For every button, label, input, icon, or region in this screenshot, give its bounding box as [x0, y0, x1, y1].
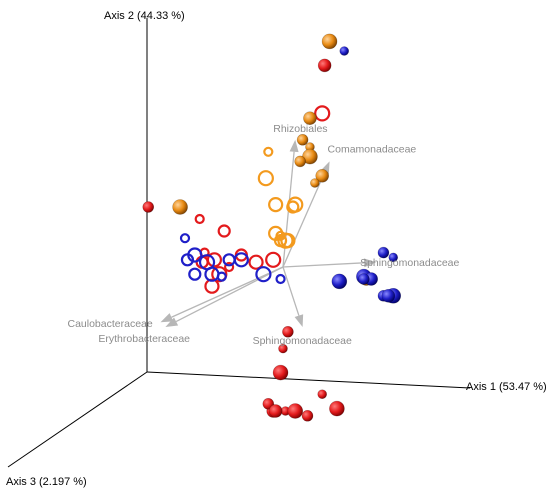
data-point-red-ring	[224, 261, 235, 273]
biplot-label: Sphingomonadaceae	[360, 257, 459, 269]
biplot-label: Erythrobacteraceae	[98, 333, 190, 345]
data-point-orange-solid	[321, 33, 338, 50]
biplot-arrow	[175, 266, 284, 323]
data-point-blue-ring	[204, 266, 220, 282]
data-point-red-ring	[314, 105, 331, 122]
data-point-blue-solid	[388, 252, 399, 263]
data-point-red-solid	[317, 389, 328, 400]
data-point-blue-solid	[381, 288, 396, 303]
data-point-red-ring	[217, 224, 231, 238]
data-point-red-solid	[282, 325, 294, 338]
data-point-red-ring	[206, 252, 222, 268]
biplot-label: Rhizobiales	[273, 123, 327, 135]
data-point-orange-ring	[263, 146, 274, 157]
data-point-blue-ring	[233, 252, 249, 268]
biplot-label: Comamonadaceae	[328, 143, 417, 155]
axis-1-line	[146, 371, 471, 389]
data-point-red-solid	[268, 404, 283, 418]
data-point-red-solid	[317, 58, 332, 73]
axis-3-line	[7, 371, 148, 468]
data-point-orange-solid	[303, 111, 317, 125]
axis-1-label: Axis 1 (53.47 %)	[466, 381, 547, 393]
data-point-orange-solid	[315, 169, 330, 183]
data-point-orange-solid	[296, 134, 309, 146]
data-point-orange-ring	[268, 225, 284, 241]
data-point-orange-solid	[294, 155, 306, 168]
biplot-arrow	[171, 266, 284, 318]
data-point-blue-solid	[358, 273, 370, 285]
data-point-orange-solid	[172, 199, 188, 215]
data-point-red-solid	[287, 403, 304, 419]
sample-points	[142, 33, 402, 422]
data-point-blue-solid	[339, 46, 350, 56]
data-point-orange-ring	[268, 197, 284, 213]
biplot-arrows	[160, 139, 377, 327]
biplot-arrow-head	[160, 313, 174, 323]
data-point-blue-ring	[179, 233, 191, 244]
data-point-blue-solid	[377, 246, 390, 259]
data-point-blue-ring	[188, 267, 202, 281]
data-point-blue-ring	[275, 273, 286, 285]
data-point-orange-ring	[286, 200, 300, 214]
biplot-arrow-head	[165, 317, 179, 327]
biplot-arrow	[282, 172, 326, 268]
data-point-red-solid	[142, 201, 155, 213]
axis-2-label: Axis 2 (44.33 %)	[104, 10, 185, 22]
data-point-orange-ring	[277, 232, 294, 249]
data-point-red-solid	[272, 364, 289, 381]
biplot-arrow	[282, 266, 300, 316]
data-point-orange-ring	[257, 170, 274, 187]
data-point-blue-ring	[187, 247, 203, 263]
biplot-label: Caulobacteraceae	[68, 318, 153, 330]
data-point-blue-solid	[331, 273, 348, 290]
biplot-label: Sphingomonadaceae	[253, 335, 352, 347]
data-point-red-solid	[301, 409, 314, 422]
biplot-arrow	[282, 262, 365, 268]
data-point-red-ring	[248, 254, 264, 270]
data-point-red-solid	[329, 400, 345, 417]
data-point-red-solid	[278, 343, 288, 354]
data-point-red-ring	[265, 251, 282, 268]
biplot-arrow-head	[289, 139, 299, 153]
biplot-arrow-head	[363, 258, 377, 268]
data-point-blue-ring	[255, 266, 272, 283]
axis-3-label: Axis 3 (2.197 %)	[6, 476, 87, 488]
data-point-orange-solid	[310, 178, 320, 188]
data-point-orange-ring	[287, 196, 304, 213]
biplot-arrow-head	[294, 314, 304, 327]
data-point-red-ring	[211, 266, 228, 283]
data-point-red-ring	[194, 213, 205, 225]
